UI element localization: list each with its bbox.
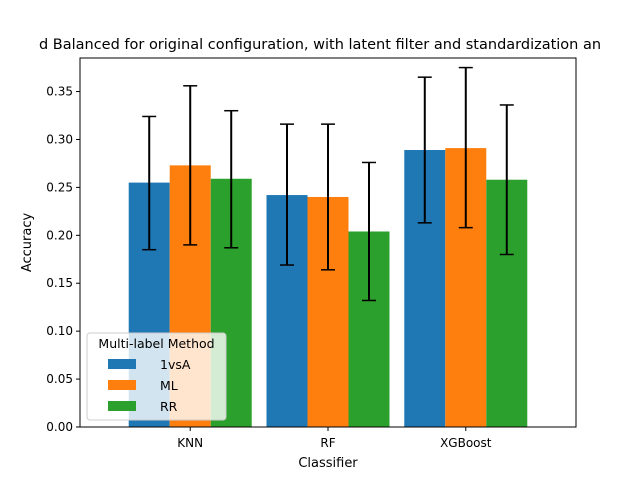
y-tick-label: 0.05 [46, 372, 73, 386]
y-tick-label: 0.10 [46, 324, 73, 338]
y-tick-label: 0.00 [46, 420, 73, 434]
y-tick-label: 0.30 [46, 132, 73, 146]
chart-title: d Balanced for original configuration, w… [39, 37, 601, 53]
y-axis: 0.00 0.05 0.10 0.15 0.20 0.25 0.30 0.35 [46, 85, 80, 434]
y-axis-label: Accuracy [20, 213, 35, 273]
x-tick-label: RF [320, 436, 335, 450]
x-tick-label: XGBoost [440, 436, 492, 450]
errorbars-layer [142, 66, 514, 302]
y-tick-label: 0.20 [46, 228, 73, 242]
y-tick-label: 0.15 [46, 276, 73, 290]
legend-swatch-ML [108, 380, 136, 390]
legend-label-ML: ML [160, 378, 178, 393]
legend-swatch-RR [108, 401, 136, 411]
legend-swatch-1vsA [108, 359, 136, 369]
y-tick-label: 0.35 [46, 85, 73, 99]
legend-box [86, 332, 227, 421]
legend: Multi-label Method 1vsA ML RR [86, 332, 227, 421]
x-axis: KNN RF XGBoost [177, 427, 492, 450]
legend-label-1vsA: 1vsA [160, 357, 191, 372]
legend-label-RR: RR [160, 399, 178, 414]
x-tick-label: KNN [177, 436, 203, 450]
y-tick-label: 0.25 [46, 180, 73, 194]
x-axis-label: Classifier [298, 456, 358, 471]
legend-title: Multi-label Method [98, 336, 214, 351]
